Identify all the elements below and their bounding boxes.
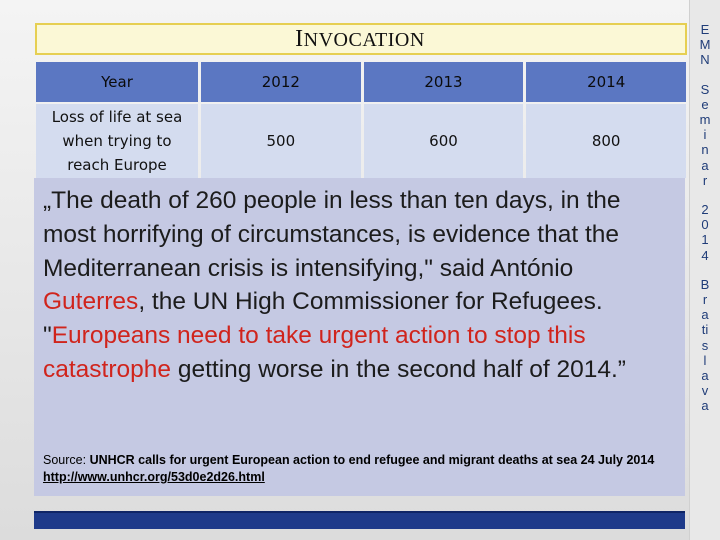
- side-text-gap: [696, 263, 714, 277]
- quote-part: , the UN High Commissioner for Refugees.…: [43, 288, 603, 350]
- side-text-char: r: [702, 172, 708, 188]
- side-text-char: N: [700, 52, 710, 68]
- quote-part: „The death of 260 people in less than te…: [43, 187, 621, 282]
- side-text-gap: [696, 188, 714, 202]
- table-header-cell: 2013: [363, 62, 524, 102]
- table-cell: 800: [526, 104, 686, 178]
- row-label-line: reach Europe: [67, 156, 167, 174]
- side-text-char: l: [703, 352, 707, 368]
- side-text-char: a: [701, 157, 709, 173]
- side-text-char: r: [702, 292, 708, 308]
- table-row: Loss of life at sea when trying to reach…: [36, 104, 686, 178]
- table-header-cell: Year: [36, 62, 198, 102]
- quote-name-highlight: Guterres: [43, 288, 139, 316]
- side-text-char: ti: [701, 322, 709, 338]
- side-text-char: v: [701, 383, 709, 399]
- title-bar: [35, 23, 687, 55]
- side-text-char: S: [700, 81, 710, 97]
- row-label-line: Loss of life at sea: [51, 108, 183, 126]
- side-text-char: 4: [701, 247, 709, 263]
- side-text-gap: [696, 68, 714, 82]
- side-text-char: a: [701, 398, 709, 414]
- side-text-char: M: [699, 37, 711, 53]
- quote-part: getting worse in the second half of 2014…: [171, 355, 626, 383]
- side-text-char: s: [701, 337, 709, 353]
- loss-of-life-table: Year 2012 2013 2014 Loss of life at sea …: [33, 60, 689, 180]
- side-text-char: e: [701, 96, 709, 112]
- table-header-cell: 2014: [526, 62, 686, 102]
- table-row-label: Loss of life at sea when trying to reach…: [36, 104, 198, 178]
- row-label-line: when trying to: [62, 132, 172, 150]
- side-text-char: i: [703, 127, 707, 143]
- footer-bar: [34, 511, 685, 529]
- side-strip: [689, 0, 720, 540]
- side-text-char: B: [700, 276, 710, 292]
- source-link[interactable]: http://www.unhcr.org/53d0e2d26.html: [43, 470, 265, 484]
- table-header-cell: 2012: [201, 62, 361, 102]
- quote-text: „The death of 260 people in less than te…: [43, 184, 668, 387]
- quote-box: [34, 178, 685, 496]
- side-text-char: m: [699, 112, 711, 128]
- source-label: Source:: [43, 453, 90, 467]
- table-cell: 500: [201, 104, 361, 178]
- side-text-char: a: [701, 307, 709, 323]
- page-title: INVOCATION: [0, 26, 720, 53]
- side-text-char: 1: [701, 232, 709, 248]
- side-text-char: n: [701, 142, 709, 158]
- table-cell: 600: [363, 104, 524, 178]
- side-text-char: 0: [701, 217, 709, 233]
- table-header-row: Year 2012 2013 2014: [36, 62, 686, 102]
- side-text-char: 2: [701, 202, 709, 218]
- source-citation: Source: UNHCR calls for urgent European …: [43, 452, 683, 486]
- side-text-char: a: [701, 368, 709, 384]
- side-text-char: E: [700, 22, 710, 37]
- title-rest: NVOCATION: [303, 29, 425, 51]
- title-initial: I: [295, 26, 304, 52]
- quote-highlight: Europeans need to take urgent action to …: [43, 322, 586, 383]
- source-text: UNHCR calls for urgent European action t…: [89, 453, 655, 467]
